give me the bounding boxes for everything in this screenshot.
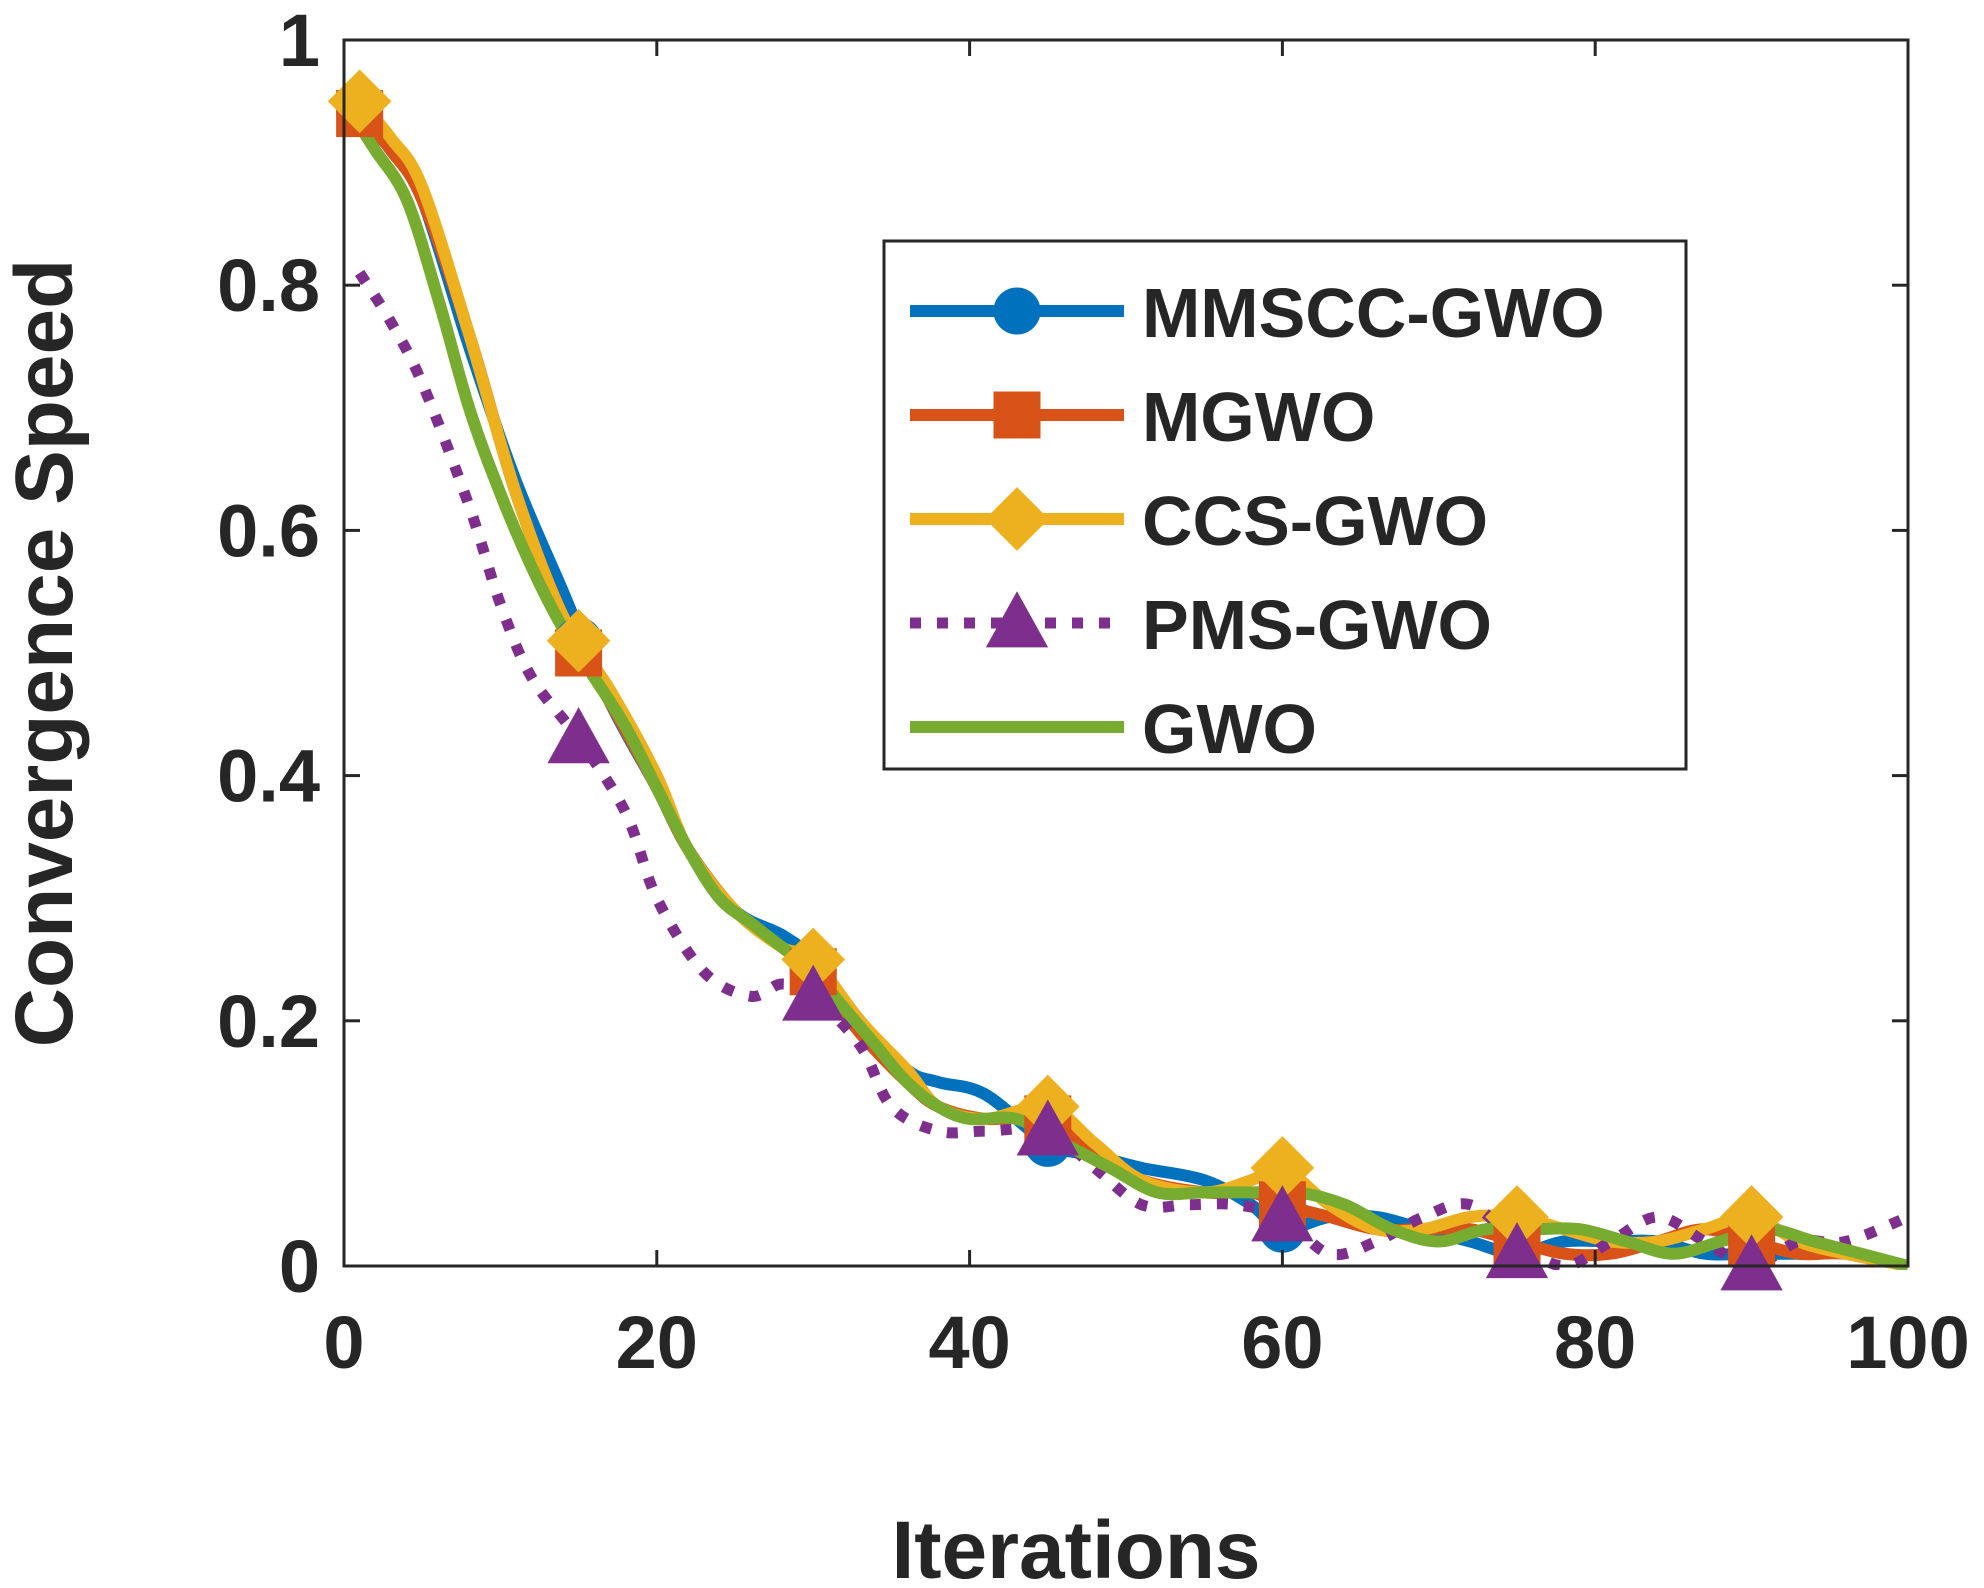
y-tick-label: 0.4 <box>217 735 320 818</box>
legend-label: MGWO <box>1142 378 1375 456</box>
legend-label: GWO <box>1142 690 1317 768</box>
x-tick-label: 40 <box>928 1301 1010 1384</box>
legend-swatch-marker <box>985 487 1049 551</box>
legend-label: CCS-GWO <box>1142 482 1488 560</box>
y-axis-label: Convergence Speed <box>0 259 90 1047</box>
legend-label: MMSCC-GWO <box>1142 274 1605 352</box>
legend-swatch-marker <box>985 591 1049 648</box>
legend-label: PMS-GWO <box>1142 586 1492 664</box>
marker-ccs-gwo <box>546 608 611 673</box>
series-line-gwo <box>354 122 1910 1270</box>
tick-layer: 0 20 40 60 80 100 0 0.2 0.4 0.6 0.8 1 <box>217 0 1970 1384</box>
marker-pms-gwo <box>547 707 610 764</box>
legend-swatch-marker <box>993 287 1041 335</box>
y-tick-label: 1 <box>279 0 320 82</box>
marker-layer <box>327 69 1784 1291</box>
marker-pms-gwo <box>1720 1234 1783 1291</box>
marker-pms-gwo <box>1016 1099 1079 1156</box>
marker-pms-gwo <box>782 964 845 1021</box>
x-tick-label: 0 <box>323 1301 364 1384</box>
y-tick-label: 0.6 <box>217 489 320 572</box>
legend: MMSCC-GWO MGWO CCS-GWO PMS-GWO GWO <box>882 239 1688 771</box>
y-tick-label: 0 <box>279 1225 320 1308</box>
y-tick-label: 0.2 <box>217 980 320 1063</box>
marker-pms-gwo <box>1485 1222 1549 1279</box>
x-axis-label: Iterations <box>891 1505 1260 1588</box>
legend-swatch-marker <box>993 391 1041 439</box>
plot-frame <box>342 38 1910 1268</box>
x-tick-label: 20 <box>616 1301 698 1384</box>
x-tick-label: 100 <box>1846 1301 1969 1384</box>
marker-pms-gwo <box>1251 1185 1314 1242</box>
x-tick-label: 80 <box>1554 1301 1636 1384</box>
x-tick-label: 60 <box>1241 1301 1323 1384</box>
y-tick-label: 0.8 <box>217 244 320 327</box>
